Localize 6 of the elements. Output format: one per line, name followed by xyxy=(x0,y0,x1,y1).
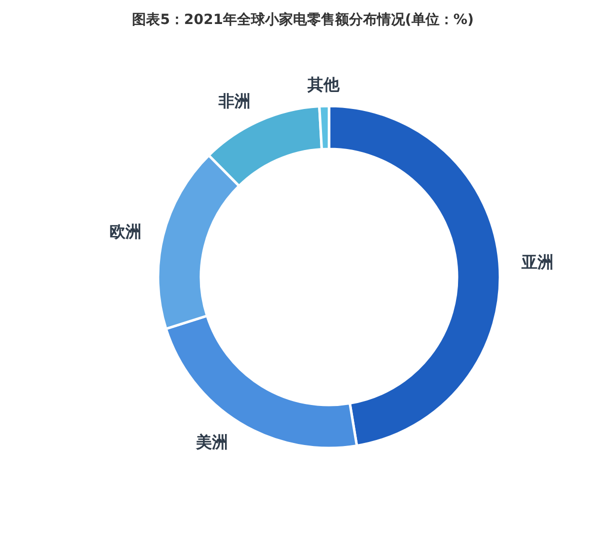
chart-title: 图表5：2021年全球小家电零售额分布情况(单位：%) xyxy=(132,11,474,28)
slice-label: 美洲 xyxy=(195,432,228,452)
slice-label: 非洲 xyxy=(218,92,251,111)
slice-label: 欧洲 xyxy=(110,222,142,241)
slice-label: 其他 xyxy=(306,75,341,94)
slice-label: 亚洲 xyxy=(520,252,554,272)
